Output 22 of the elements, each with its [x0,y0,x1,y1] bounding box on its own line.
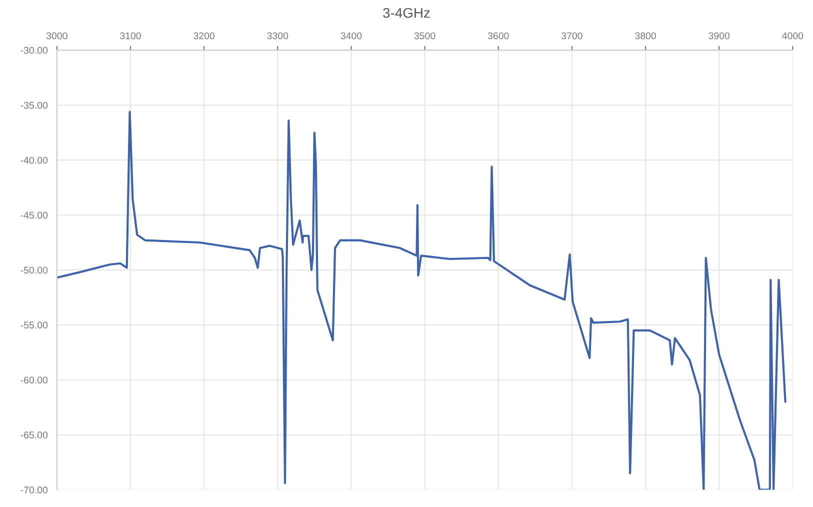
x-tick-label: 3400 [340,32,362,40]
x-tick-label: 3800 [635,32,656,40]
y-tick-label: -45.00 [20,212,48,219]
y-tick-label: -50.00 [20,266,48,274]
y-tick-label: -65.00 [20,432,48,438]
x-tick-label: 3200 [194,32,214,40]
y-tick-label: -70.00 [20,486,48,494]
x-tick-label: 3600 [488,32,509,40]
x-tick-label: 4000 [782,32,804,40]
x-tick-label: 3300 [267,32,288,40]
y-tick-label: -60.00 [20,376,48,384]
y-tick-label: -30.00 [20,46,48,54]
x-tick-label: 3500 [414,32,436,40]
y-tick-label: -40.00 [20,156,48,164]
chart-title: 3-4GHz [383,8,430,18]
x-tick-label: 3700 [562,32,582,40]
x-tick-label: 3900 [708,32,730,40]
x-tick-label: 3100 [120,32,141,40]
line-series [56,110,786,490]
y-tick-label: -55.00 [20,322,48,329]
y-tick-label: -35.00 [20,102,48,109]
x-tick-label: 3000 [46,32,68,40]
